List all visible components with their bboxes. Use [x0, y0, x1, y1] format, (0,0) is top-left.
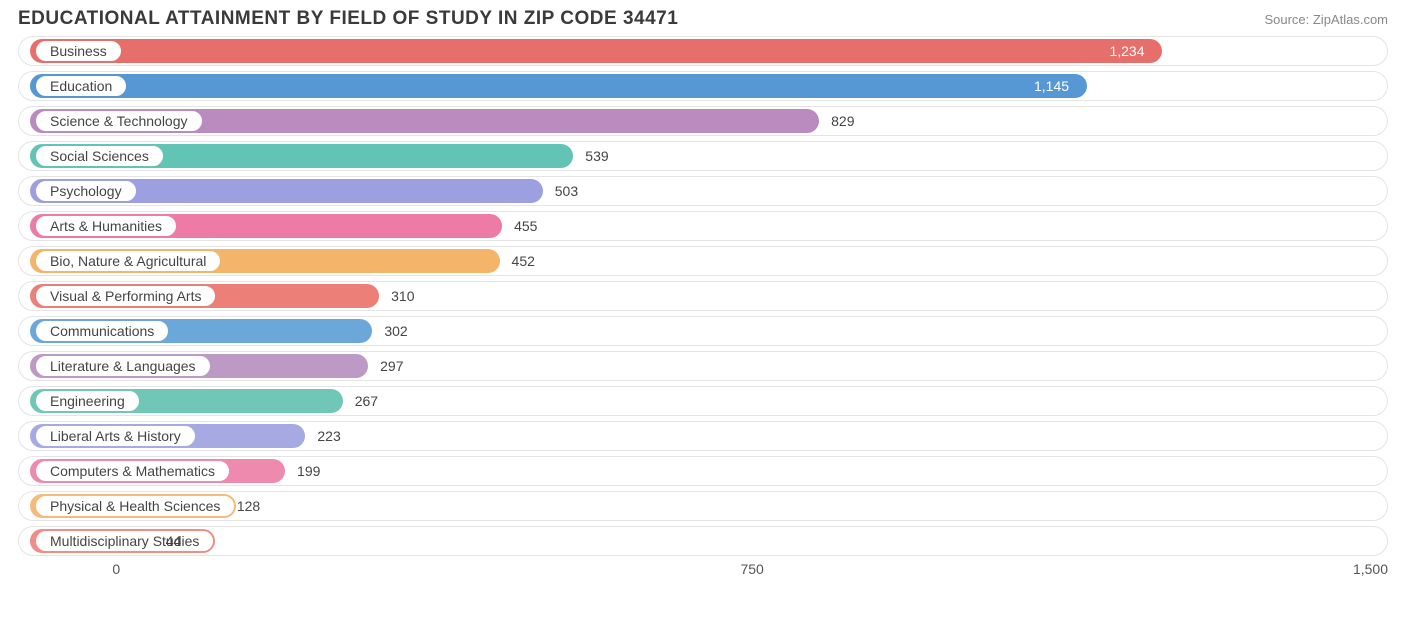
bar-category-label: Psychology [50, 183, 122, 199]
bar-row: Social Sciences 539 [18, 141, 1388, 171]
bar-category-label: Science & Technology [50, 113, 188, 129]
bar-category-label: Liberal Arts & History [50, 428, 181, 444]
bar-value-label: 44 [166, 526, 182, 556]
bar-category-label: Computers & Mathematics [50, 463, 215, 479]
x-axis: 0 750 1,500 [18, 561, 1388, 585]
bar-row: Engineering 267 [18, 386, 1388, 416]
bar-value-label: 267 [355, 386, 378, 416]
bar-value-label: 452 [512, 246, 535, 276]
bar-category-pill: Science & Technology [34, 109, 204, 133]
x-axis-tick: 750 [740, 561, 763, 577]
bar-category-pill: Psychology [34, 179, 138, 203]
bar-category-label: Literature & Languages [50, 358, 196, 374]
bar-row: Physical & Health Sciences 128 [18, 491, 1388, 521]
bar-row: Communications 302 [18, 316, 1388, 346]
bar-category-pill: Physical & Health Sciences [34, 494, 236, 518]
bar-fill [30, 39, 1162, 63]
x-axis-tick: 1,500 [1353, 561, 1388, 577]
bar-category-label: Social Sciences [50, 148, 149, 164]
bar-category-pill: Arts & Humanities [34, 214, 178, 238]
bar-row: Business 1,234 [18, 36, 1388, 66]
bar-value-label: 1,234 [1109, 36, 1144, 66]
bar-value-label: 128 [237, 491, 260, 521]
bar-value-label: 199 [297, 456, 320, 486]
bar-category-label: Visual & Performing Arts [50, 288, 201, 304]
chart-title: EDUCATIONAL ATTAINMENT BY FIELD OF STUDY… [18, 8, 678, 30]
bar-value-label: 503 [555, 176, 578, 206]
bar-row: Literature & Languages 297 [18, 351, 1388, 381]
bar-value-label: 1,145 [1034, 71, 1069, 101]
bar-value-label: 223 [317, 421, 340, 451]
chart-area: Business 1,234 Education 1,145 Science & Tec… [0, 32, 1406, 556]
bar-row: Bio, Nature & Agricultural 452 [18, 246, 1388, 276]
bar-category-label: Bio, Nature & Agricultural [50, 253, 206, 269]
bar-category-pill: Education [34, 74, 128, 98]
bar-row: Education 1,145 [18, 71, 1388, 101]
bar-value-label: 829 [831, 106, 854, 136]
bar-track [18, 526, 1388, 556]
bar-category-label: Arts & Humanities [50, 218, 162, 234]
bar-value-label: 302 [384, 316, 407, 346]
bar-category-pill: Bio, Nature & Agricultural [34, 249, 222, 273]
bar-value-label: 539 [585, 141, 608, 171]
bar-category-label: Education [50, 78, 112, 94]
bar-category-pill: Business [34, 39, 123, 63]
bar-category-label: Communications [50, 323, 154, 339]
bar-category-pill: Literature & Languages [34, 354, 212, 378]
bar-value-label: 455 [514, 211, 537, 241]
x-axis-tick: 0 [112, 561, 120, 577]
bar-category-pill: Computers & Mathematics [34, 459, 231, 483]
bar-row: Science & Technology 829 [18, 106, 1388, 136]
bar-category-pill: Multidisciplinary Studies [34, 529, 215, 553]
bar-category-label: Business [50, 43, 107, 59]
bar-category-pill: Visual & Performing Arts [34, 284, 217, 308]
bar-category-label: Physical & Health Sciences [50, 498, 220, 514]
source-label: Source: ZipAtlas.com [1264, 8, 1388, 27]
bar-fill [30, 74, 1087, 98]
bar-row: Multidisciplinary Studies44 [18, 526, 1388, 556]
bar-category-pill: Social Sciences [34, 144, 165, 168]
bar-row: Arts & Humanities 455 [18, 211, 1388, 241]
bar-category-pill: Liberal Arts & History [34, 424, 197, 448]
bar-category-pill: Communications [34, 319, 170, 343]
bar-category-label: Engineering [50, 393, 125, 409]
bar-row: Psychology 503 [18, 176, 1388, 206]
bar-value-label: 297 [380, 351, 403, 381]
bar-row: Visual & Performing Arts 310 [18, 281, 1388, 311]
bar-row: Liberal Arts & History 223 [18, 421, 1388, 451]
bar-row: Computers & Mathematics 199 [18, 456, 1388, 486]
bar-value-label: 310 [391, 281, 414, 311]
bar-category-pill: Engineering [34, 389, 141, 413]
